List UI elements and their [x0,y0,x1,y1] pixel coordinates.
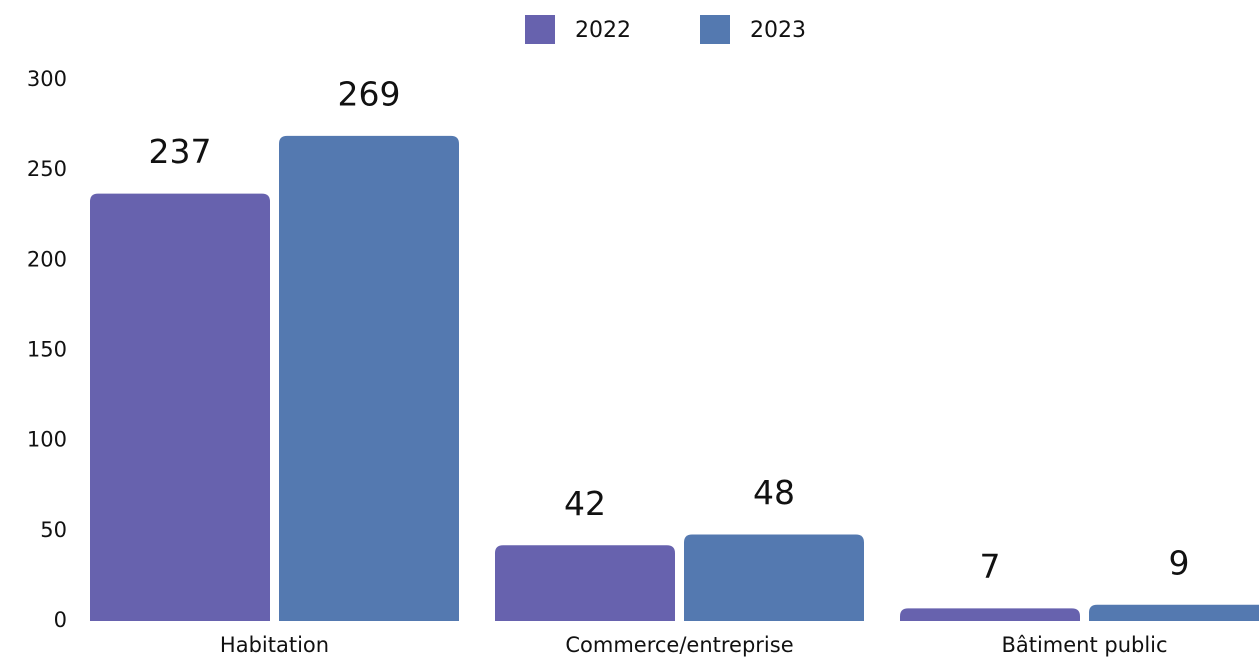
value-label: 9 [1169,543,1190,582]
y-tick-label: 250 [27,157,67,181]
x-tick-label: Bâtiment public [1001,633,1167,657]
value-label: 48 [753,473,795,512]
y-tick-label: 100 [27,428,67,452]
value-label: 42 [564,484,606,523]
value-label: 7 [980,547,1001,586]
x-tick-label: Habitation [220,633,329,657]
legend-swatch [700,15,730,44]
y-tick-label: 200 [27,247,67,271]
y-tick-label: 0 [54,608,67,632]
bar [1089,604,1259,621]
x-tick-label: Commerce/entreprise [565,633,793,657]
bar [900,608,1080,621]
y-tick-label: 300 [27,67,67,91]
legend-label: 2022 [575,18,631,43]
y-tick-label: 150 [27,338,67,362]
y-tick-label: 50 [40,518,67,542]
bar [684,534,864,621]
value-label: 269 [338,74,401,113]
legend-label: 2023 [750,18,806,43]
bar [90,193,270,622]
value-label: 237 [149,132,212,171]
bar [279,135,459,622]
bar [495,545,675,621]
legend-swatch [525,15,555,44]
